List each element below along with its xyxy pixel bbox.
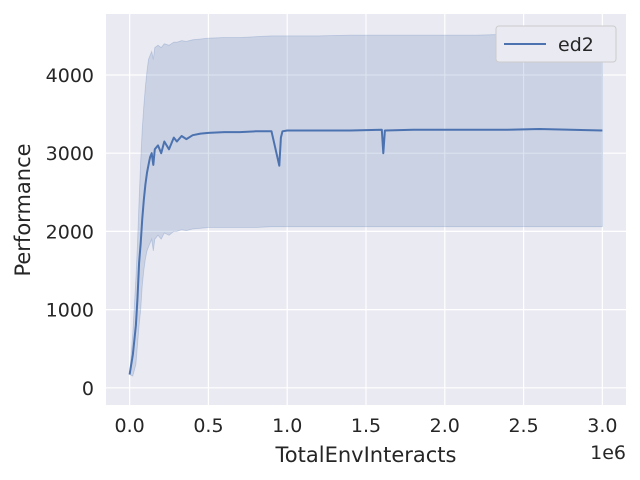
x-tick-label: 0.0 <box>115 415 145 437</box>
y-axis-title: Performance <box>11 143 35 276</box>
legend: ed2 <box>495 25 617 63</box>
x-tick-label: 0.5 <box>193 415 223 437</box>
x-tick-label: 2.5 <box>508 415 538 437</box>
x-scale-label: 1e6 <box>590 442 626 464</box>
x-tick-label: 2.0 <box>430 415 460 437</box>
legend-label-ed2: ed2 <box>558 34 594 56</box>
x-axis-title: TotalEnvInteracts <box>275 443 457 467</box>
x-tick-label: 1.0 <box>272 415 302 437</box>
x-tick-labels: 0.0 0.5 1.0 1.5 2.0 2.5 3.0 <box>115 415 618 437</box>
y-tick-label: 2000 <box>46 221 94 243</box>
y-gridlines <box>106 74 626 389</box>
y-tick-label: 0 <box>82 378 94 400</box>
y-tick-label: 4000 <box>46 65 94 87</box>
series-lines <box>128 128 603 375</box>
legend-box <box>495 25 617 63</box>
y-tick-label: 3000 <box>46 143 94 165</box>
x-tick-label: 3.0 <box>587 415 617 437</box>
x-gridlines <box>129 14 603 405</box>
x-tick-label: 1.5 <box>351 415 381 437</box>
y-tick-label: 1000 <box>46 300 94 322</box>
y-tick-labels: 0 1000 2000 3000 4000 <box>46 65 94 400</box>
line-ed2 <box>128 128 603 375</box>
